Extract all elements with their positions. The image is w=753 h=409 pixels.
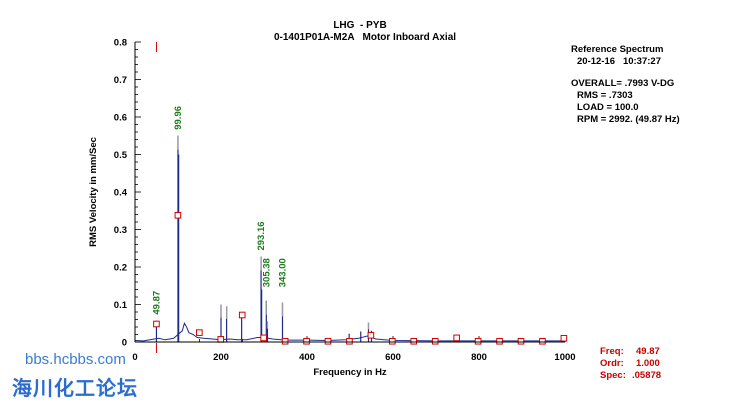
axes (134, 42, 565, 343)
y-tick-label: 0 (122, 338, 127, 349)
harmonic-marker (174, 211, 182, 219)
harmonic-marker (367, 331, 375, 339)
x-axis-label: Frequency in Hz (313, 367, 387, 378)
y-tick-labels: 0 0.1 0.2 0.3 0.4 0.5 0.6 0.7 0.8 (114, 38, 128, 349)
harmonic-marker (153, 320, 160, 328)
peak-label: 99.96 (173, 106, 184, 130)
harmonic-marker (238, 311, 246, 319)
harmonic-marker (453, 334, 460, 342)
rms-value: RMS = .7303 (577, 90, 633, 101)
peak-label: 293.16 (256, 221, 267, 250)
reference-spectrum-heading: Reference Spectrum (571, 44, 664, 55)
x-tick-label: 200 (213, 352, 229, 363)
peak-label: 343.00 (277, 258, 288, 287)
harmonic-markers (153, 211, 568, 345)
y-tick-label: 0.6 (114, 113, 127, 124)
peak-label: 305.38 (261, 258, 272, 287)
harmonic-marker (517, 337, 525, 345)
harmonic-marker (539, 337, 546, 345)
measurement-datetime: 20-12-16 10:37:27 (577, 56, 661, 67)
rpm-value: RPM = 2992. (49.87 Hz) (577, 114, 680, 125)
harmonic-marker (324, 337, 332, 345)
harmonic-marker (260, 334, 267, 342)
x-tick-label: 1000 (554, 352, 575, 363)
y-axis-label: RMS Velocity in mm/Sec (88, 137, 99, 247)
y-tick-label: 0.1 (114, 300, 128, 311)
harmonic-marker (474, 337, 482, 345)
load-value: LOAD = 100.0 (577, 102, 639, 113)
chart-title: LHG - PYB (333, 20, 387, 31)
harmonic-marker (217, 336, 225, 343)
x-tick-label: 800 (471, 352, 487, 363)
minor-ticks (134, 41, 566, 343)
harmonic-marker (560, 334, 568, 342)
peak-label: 49.87 (151, 291, 162, 315)
harmonic-marker (196, 329, 203, 336)
harmonic-marker (496, 337, 503, 345)
harmonic-marker (431, 337, 439, 345)
chart-subtitle: 0-1401P01A-M2A Motor Inboard Axial (273, 32, 457, 43)
harmonic-marker (410, 337, 418, 345)
cursor-freq-value: 49.87 (636, 346, 660, 357)
y-tick-label: 0.3 (114, 225, 127, 236)
harmonic-marker (346, 337, 353, 345)
harmonic-marker (303, 337, 310, 345)
overall-value: OVERALL= .7993 V-DG (571, 78, 675, 89)
watermark-url: bbs.hcbbs.com (25, 351, 126, 368)
y-tick-label: 0.7 (114, 75, 127, 86)
x-tick-label: 400 (299, 352, 315, 363)
cursor-spec-value: .05878 (632, 370, 662, 381)
peak-labels: 49.87 99.96 293.16 305.38 343.00 (151, 106, 288, 315)
cursor-ordr-label: Ordr: (600, 358, 624, 369)
y-tick-label: 0.5 (114, 150, 128, 161)
x-tick-label: 600 (385, 352, 401, 363)
y-tick-label: 0.2 (114, 263, 127, 274)
cursor-ordr-value: 1.000 (636, 358, 660, 369)
harmonic-marker (389, 337, 396, 345)
watermark-forum-name: 海川化工论坛 (12, 378, 138, 400)
cursor-freq-label: Freq: (600, 346, 624, 357)
x-tick-labels: 0 200 400 600 800 1000 (132, 352, 575, 363)
y-tick-label: 0.8 (114, 38, 127, 49)
y-tick-label: 0.4 (114, 188, 128, 199)
cursor-spec-label: Spec: (600, 370, 626, 381)
x-tick-label: 0 (132, 352, 137, 363)
harmonic-marker (281, 337, 289, 345)
